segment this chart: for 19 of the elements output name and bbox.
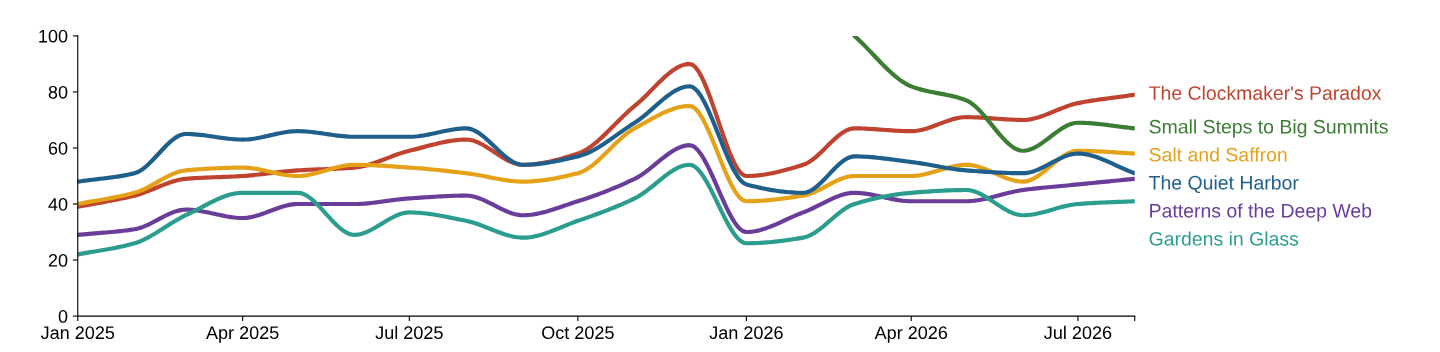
x-tick-label: Jul 2025 [375, 325, 443, 340]
y-tick-label: 60 [48, 141, 68, 155]
y-tick-label: 100 [39, 29, 68, 43]
series-label: Patterns of the Deep Web [1150, 203, 1372, 222]
series-label: Gardens in Glass [1149, 231, 1299, 246]
y-tick-label: 80 [48, 85, 68, 99]
y-tick-label: 20 [48, 253, 68, 267]
y-tick-label: 40 [48, 197, 68, 211]
x-tick-label: Apr 2025 [206, 326, 279, 343]
x-tick-label: Oct 2025 [542, 326, 614, 340]
series-label: The Clockmaker's Paradox [1149, 85, 1382, 100]
y-tick-label: 0 [58, 310, 68, 323]
series-label: The Quiet Harbor [1149, 175, 1299, 194]
series-label: Small Steps to Big Summits [1149, 119, 1388, 138]
x-tick-label: Jul 2026 [1044, 325, 1112, 340]
x-tick-label: Jan 2025 [40, 326, 115, 340]
x-tick-label: Apr 2026 [874, 326, 948, 343]
x-tick-label: Jan 2026 [709, 326, 783, 340]
series-label: Salt and Saffron [1149, 147, 1287, 162]
